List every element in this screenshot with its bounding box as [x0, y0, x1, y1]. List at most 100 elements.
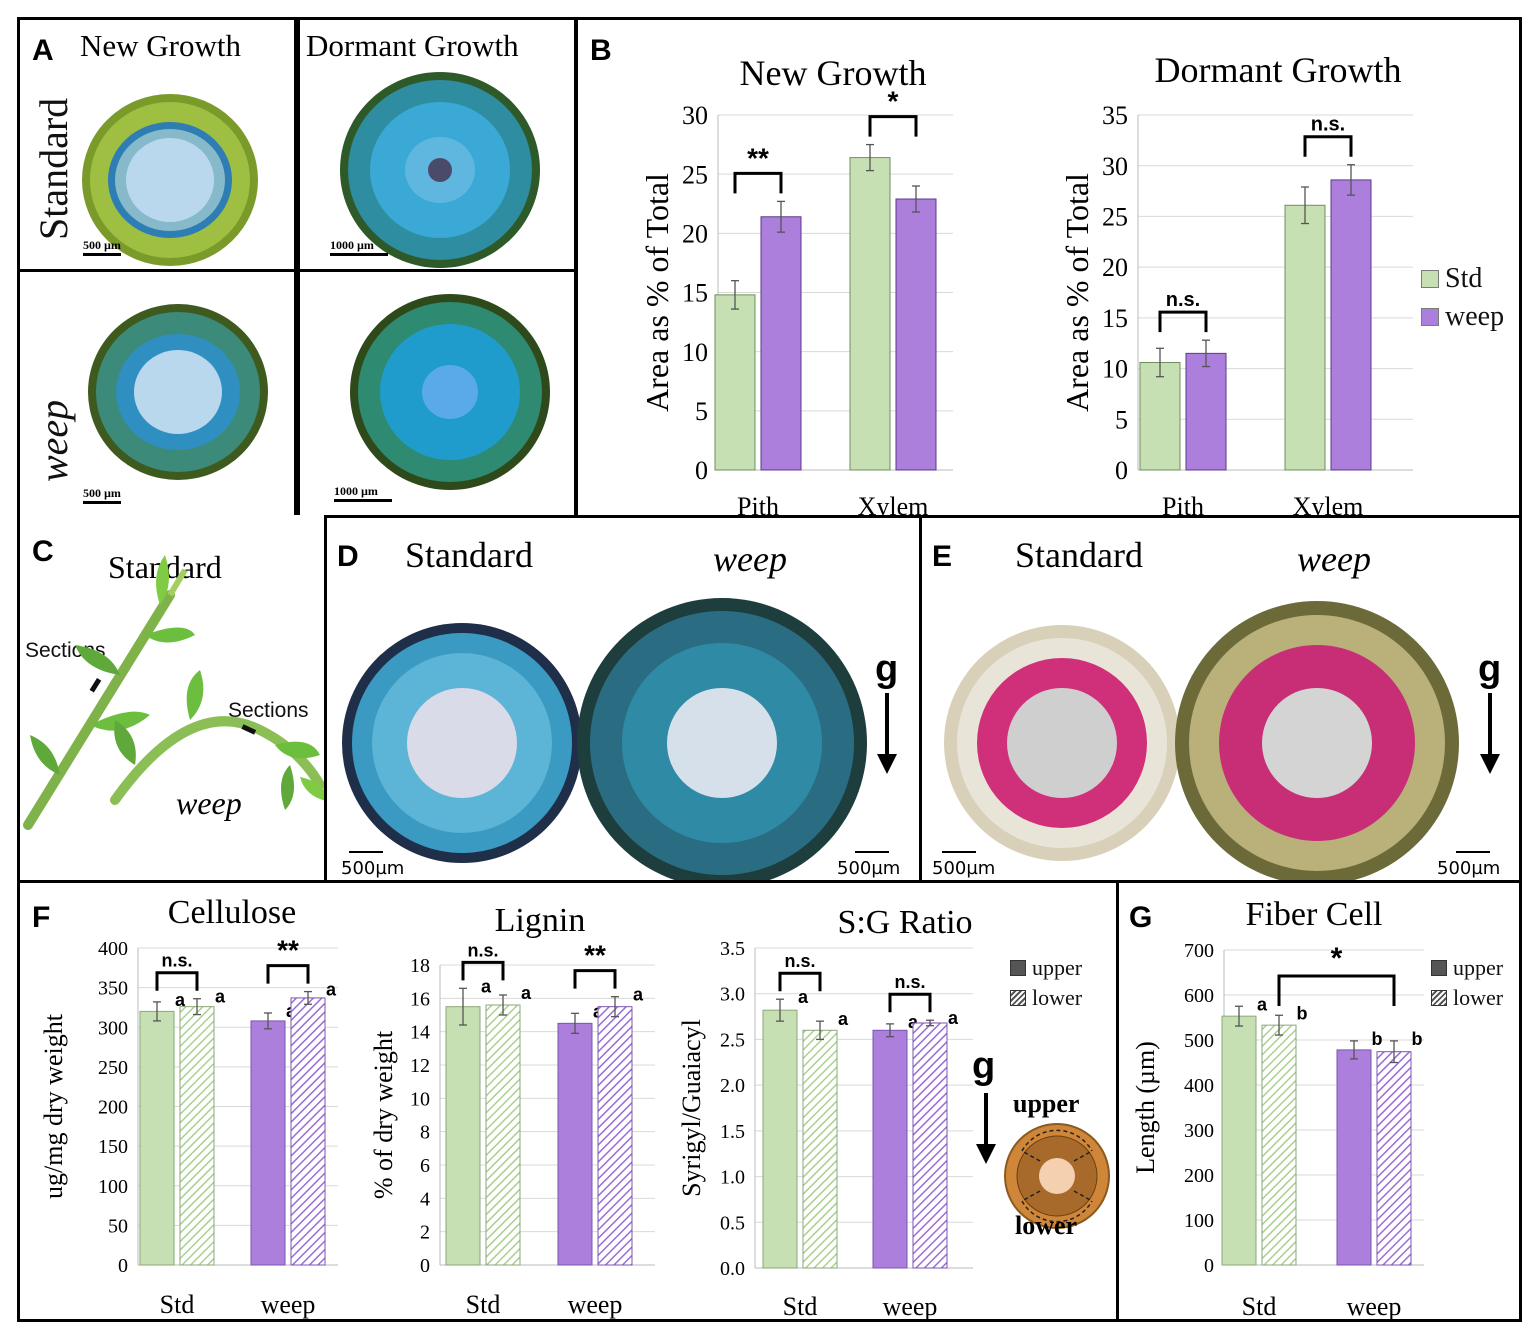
chart-dormant-growth: Dormant Growth 0 5 10 15 20 25 30 35 Area as % of…	[1059, 50, 1413, 515]
bar-lower-weep	[597, 1006, 633, 1266]
bar-lower-weep	[290, 997, 326, 1266]
y-tick-label: 2	[420, 1222, 430, 1244]
legend-label-lower-g: lower	[1453, 985, 1504, 1010]
bar-lower-Std	[179, 1006, 215, 1266]
significance-bracket	[461, 960, 505, 981]
y-tick-label: 0	[1204, 1255, 1214, 1277]
y-tick-label: 3.0	[720, 984, 745, 1006]
chart-fiber-cell: Fiber Cell 0 100 200 300 400 500 600 700 Length (…	[1131, 896, 1424, 1319]
panel-e-weep-label: weep	[1297, 539, 1371, 579]
significance-letter: a	[481, 976, 492, 996]
bar-upper-Std	[139, 1010, 175, 1266]
y-axis-label: Syrigyl/Guaiacyl	[677, 1019, 706, 1197]
panel-e-gravity-label: g	[1478, 648, 1502, 690]
significance-bracket	[733, 171, 783, 194]
panel-d: D Standard weep g 500µm 500µm	[324, 515, 922, 883]
bar-lower-Std	[485, 1004, 521, 1266]
y-axis-label: Area as % of Total	[1059, 173, 1095, 412]
panel-a-cell-std-new: A New Growth Standard 500 µm	[17, 17, 297, 272]
panel-a-letter: A	[32, 34, 54, 67]
legend-swatch-upper-g	[1431, 960, 1447, 976]
section-image-std-dormant	[340, 72, 540, 268]
legend-label-std: Std	[1445, 263, 1483, 294]
x-category-label: Std	[783, 1292, 818, 1321]
y-tick-label: 25	[682, 160, 708, 189]
bar-upper-Std	[445, 1006, 481, 1266]
bar-weep-Pith	[760, 216, 802, 471]
legend-item-upper-g: upper	[1431, 953, 1503, 983]
y-axis-label: Length (µm)	[1131, 1041, 1160, 1174]
significance-label: n.s.	[161, 951, 192, 971]
y-axis-label: Area as % of Total	[639, 173, 675, 412]
panel-g: G Fiber Cell 0 100 200 300 400 500 600 700 Length…	[1116, 880, 1522, 1322]
legend-swatch-lower-f	[1010, 990, 1026, 1006]
significance-letter: a	[175, 990, 186, 1010]
y-tick-label: 50	[108, 1215, 128, 1237]
panel-b: B New Growth 0 5 10 15 20 25 30 Area as % of Tot…	[575, 17, 1522, 518]
col-dormant-growth-label: Dormant Growth	[306, 28, 519, 63]
significance-bracket	[1277, 974, 1396, 1006]
row-standard-label: Standard	[31, 97, 76, 240]
y-tick-label: 0	[118, 1255, 128, 1277]
x-category-label: Pith	[1162, 492, 1204, 518]
bar-upper-weep	[250, 1020, 286, 1266]
scale-bar-d-left	[349, 851, 383, 853]
significance-letter: a	[521, 983, 532, 1003]
bar-weep-Pith	[1185, 352, 1227, 471]
significance-letter: a	[215, 987, 226, 1007]
stem-cross-section-diagram	[1004, 1123, 1110, 1229]
scale-bar-d-right	[855, 851, 889, 853]
panel-a: A New Growth Standard 500 µm Dormant Gro…	[17, 17, 577, 518]
y-tick-label: 200	[98, 1097, 128, 1119]
y-tick-label: 30	[1102, 152, 1128, 181]
y-tick-label: 350	[98, 978, 128, 1000]
bar-lower-Std	[802, 1029, 838, 1269]
scale-bar-e-left	[942, 851, 976, 853]
x-category-label: weep	[883, 1292, 938, 1321]
y-tick-label: 150	[98, 1136, 128, 1158]
y-tick-label: 0	[695, 456, 708, 485]
chart-cellulose: Cellulose 0 50 100 150 200 250 300 350 400 ug/mg d…	[39, 894, 338, 1319]
legend-label-weep: weep	[1445, 301, 1505, 332]
x-category-label: Std	[466, 1290, 501, 1319]
chart-title: New Growth	[740, 53, 927, 93]
panel-d-weep-label: weep	[713, 539, 787, 579]
panel-d-gravity-label: g	[875, 648, 899, 690]
significance-label: n.s.	[1166, 289, 1200, 311]
y-tick-label: 10	[410, 1088, 430, 1110]
panel-f: F Cellulose 0 50 100 150 200 250 300 350 400 ug/mg…	[17, 880, 1119, 1322]
y-tick-label: 300	[98, 1017, 128, 1039]
y-axis-label: % of dry weight	[369, 1030, 398, 1199]
panel-c: C Standard Sections Sections weep	[17, 515, 327, 883]
chart-title: Dormant Growth	[1155, 50, 1402, 90]
section-image-e	[944, 601, 1459, 880]
y-tick-label: 35	[1102, 101, 1128, 130]
scale-new-top: 500 µm	[83, 238, 121, 252]
significance-bracket	[266, 964, 310, 984]
y-tick-label: 10	[682, 338, 708, 367]
legend-swatch-std	[1421, 270, 1439, 288]
significance-bracket	[1158, 310, 1208, 333]
y-tick-label: 200	[1184, 1165, 1214, 1187]
y-tick-label: 4	[420, 1188, 430, 1210]
x-category-label: weep	[568, 1290, 623, 1319]
panel-d-scale-left: 500µm	[341, 858, 405, 879]
y-tick-label: 25	[1102, 203, 1128, 232]
significance-letter: a	[326, 980, 337, 1000]
panel-b-letter: B	[590, 34, 612, 67]
y-tick-label: 500	[1184, 1030, 1214, 1052]
panel-e: E Standard weep g 500µm 500µm	[919, 515, 1522, 883]
panel-a-cell-weep-new: weep 500 µm	[17, 269, 297, 518]
significance-label: **	[277, 935, 299, 966]
y-tick-label: 0.0	[720, 1258, 745, 1280]
significance-bracket	[1303, 135, 1353, 157]
significance-label: **	[747, 142, 769, 173]
panel-c-weep-label: weep	[176, 785, 242, 821]
y-tick-label: 18	[410, 955, 430, 977]
section-image-weep-new	[88, 304, 268, 480]
significance-label: *	[1331, 942, 1343, 975]
significance-label: *	[888, 86, 899, 117]
significance-letter: a	[633, 985, 644, 1005]
significance-letter: b	[1372, 1029, 1383, 1049]
significance-bracket	[573, 969, 617, 989]
